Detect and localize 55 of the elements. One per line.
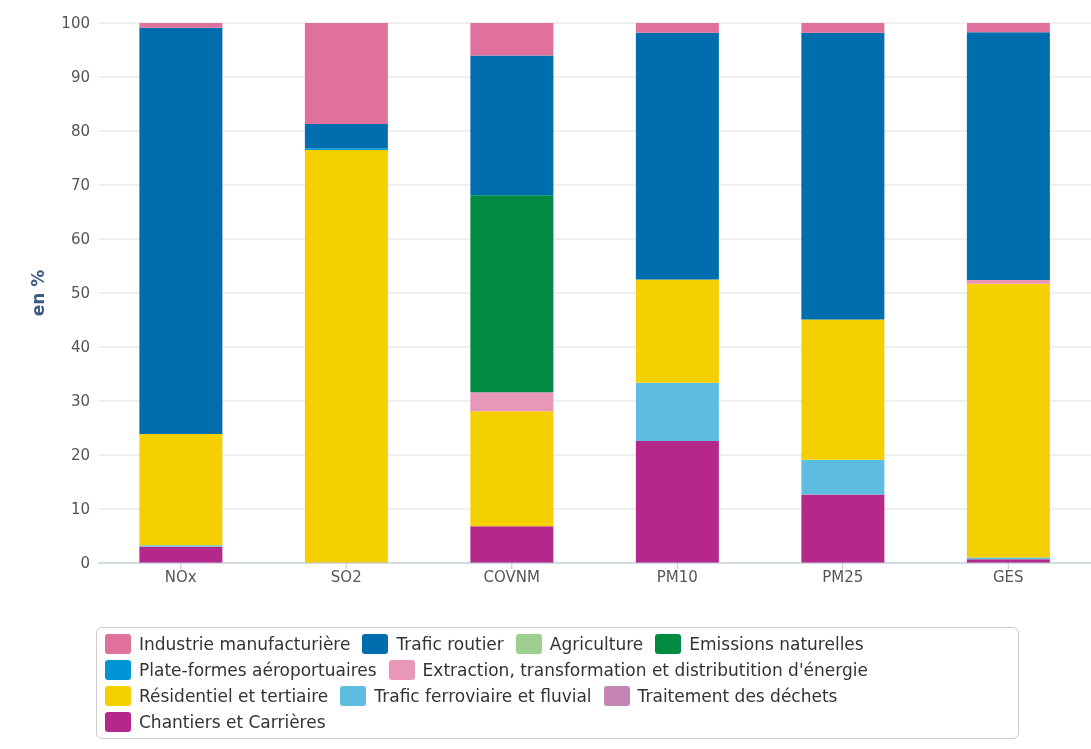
bar (635, 32, 719, 280)
legend-label: Traitement des déchets (637, 686, 838, 706)
bar (470, 55, 554, 196)
bar (304, 149, 388, 563)
legend-label: Trafic routier (396, 634, 504, 654)
bar (966, 280, 1050, 284)
bar (801, 494, 885, 563)
bar (470, 392, 554, 412)
bar (139, 27, 223, 434)
x-tick-label: GES (992, 567, 1024, 586)
bar (635, 382, 719, 441)
y-tick-label: 20 (70, 446, 90, 465)
y-tick-label: 70 (70, 176, 90, 195)
bar (966, 32, 1050, 281)
bar (801, 23, 885, 33)
y-tick-label: 90 (70, 68, 90, 87)
y-tick-label: 30 (70, 392, 90, 411)
bar (470, 195, 554, 393)
y-tick-label: 50 (70, 284, 90, 303)
y-axis-title: en % (28, 269, 49, 317)
y-tick-label: 10 (70, 500, 90, 519)
bar (470, 411, 554, 527)
legend-label: Plate-formes aéroportuaires (139, 660, 377, 680)
bar (635, 23, 719, 33)
legend-label: Résidentiel et tertiaire (139, 686, 329, 706)
legend-label: Extraction, transformation et distributition d'énergie (422, 660, 868, 680)
y-tick-label: 100 (61, 14, 90, 33)
y-tick-label: 60 (70, 230, 90, 249)
bar (801, 319, 885, 460)
x-tick-label: COVNM (483, 567, 540, 586)
legend-label: Agriculture (549, 634, 644, 654)
bar (801, 459, 885, 495)
legend-label: Chantiers et Carrières (139, 712, 326, 732)
x-tick-label: PM25 (822, 567, 864, 586)
bar (139, 546, 223, 563)
legend-label: Industrie manufacturière (139, 634, 351, 654)
bar (139, 433, 223, 546)
x-tick-label: SO2 (330, 567, 362, 586)
y-tick-label: 80 (70, 122, 90, 141)
bar (635, 279, 719, 383)
bar (304, 23, 388, 124)
y-tick-label: 40 (70, 338, 90, 357)
bar (470, 23, 554, 56)
bar (635, 440, 719, 563)
x-tick-label: PM10 (656, 567, 698, 586)
legend-label: Emissions naturelles (689, 634, 864, 654)
x-tick-label: NOx (164, 567, 197, 586)
bar (304, 123, 388, 149)
bar (966, 23, 1050, 33)
y-tick-label: 0 (80, 554, 90, 573)
bar (139, 23, 223, 28)
legend-label: Trafic ferroviaire et fluvial (374, 686, 592, 706)
bar (966, 283, 1050, 558)
bar (801, 32, 885, 320)
bar (470, 526, 554, 563)
